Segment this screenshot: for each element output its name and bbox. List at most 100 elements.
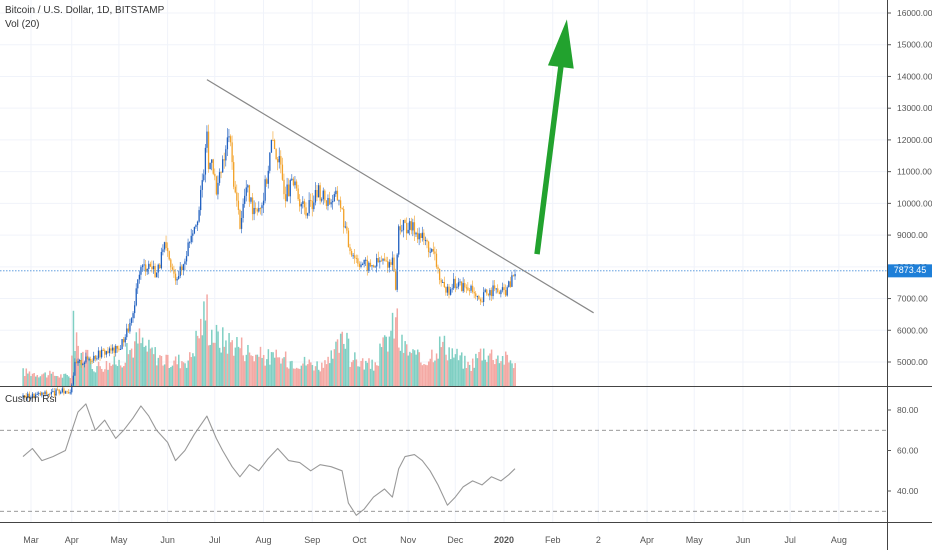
candle-body bbox=[368, 262, 370, 271]
volume-bar bbox=[231, 340, 233, 386]
volume-bar bbox=[382, 337, 384, 386]
volume-bar bbox=[475, 353, 477, 386]
candle-body bbox=[67, 392, 70, 394]
candle-body bbox=[482, 292, 485, 302]
volume-bar bbox=[195, 330, 197, 386]
volume-bar bbox=[445, 354, 447, 386]
candle-body bbox=[429, 251, 431, 253]
rsi-tick-label: 40.00 bbox=[897, 486, 919, 496]
candle-body bbox=[123, 339, 125, 343]
volume-indicator-title[interactable]: Vol (20) bbox=[5, 19, 40, 30]
candle-body bbox=[138, 274, 141, 280]
candle-body bbox=[377, 258, 379, 263]
volume-bar bbox=[374, 362, 377, 386]
volume-bar bbox=[347, 338, 350, 386]
candle-body bbox=[66, 391, 68, 393]
volume-bar bbox=[284, 351, 287, 386]
candle-body bbox=[462, 283, 464, 292]
candle-body bbox=[451, 288, 453, 290]
candle-body bbox=[317, 185, 320, 198]
candle-body bbox=[28, 393, 30, 399]
candle-body bbox=[112, 347, 114, 351]
x-tick-label: Oct bbox=[352, 535, 367, 545]
candle-body bbox=[402, 220, 405, 231]
candle-body bbox=[467, 287, 469, 291]
candle-body bbox=[198, 210, 200, 222]
candle-body bbox=[207, 131, 210, 170]
volume-bar bbox=[53, 375, 56, 386]
volume-bar bbox=[127, 354, 130, 386]
volume-bar bbox=[366, 362, 369, 386]
volume-bar bbox=[170, 367, 172, 386]
volume-bar bbox=[310, 362, 312, 386]
volume-bar bbox=[223, 346, 226, 386]
volume-bar bbox=[31, 373, 34, 386]
candle-body bbox=[361, 263, 364, 265]
candle-body bbox=[56, 389, 59, 391]
volume-bar bbox=[126, 343, 128, 386]
candle-body bbox=[94, 355, 97, 359]
volume-bar bbox=[479, 348, 482, 386]
candle-body bbox=[143, 264, 145, 266]
candle-body bbox=[222, 159, 224, 173]
volume-bar bbox=[500, 361, 502, 386]
volume-bar bbox=[449, 359, 452, 386]
candle-body bbox=[277, 159, 279, 163]
candle-body bbox=[369, 262, 372, 267]
candle-body bbox=[440, 279, 442, 283]
candle-body bbox=[313, 202, 315, 210]
candle-body bbox=[407, 229, 409, 234]
candle-body bbox=[270, 139, 273, 153]
x-tick-label: Jun bbox=[736, 535, 751, 545]
volume-bar bbox=[102, 371, 105, 386]
volume-bar bbox=[269, 364, 271, 386]
volume-bar bbox=[432, 362, 435, 386]
volume-bar bbox=[108, 362, 111, 386]
volume-bar bbox=[333, 349, 336, 386]
volume-bar bbox=[100, 368, 103, 386]
volume-bar bbox=[275, 349, 277, 386]
volume-bar bbox=[363, 369, 366, 386]
candle-body bbox=[63, 388, 65, 394]
volume-bar bbox=[162, 365, 164, 386]
x-tick-label: 2020 bbox=[494, 535, 514, 545]
candle-body bbox=[506, 287, 508, 296]
candle-body bbox=[69, 392, 71, 394]
candle-body bbox=[294, 181, 296, 186]
candle-body bbox=[36, 393, 38, 395]
volume-bar bbox=[277, 357, 279, 386]
candle-body bbox=[500, 290, 502, 295]
candle-body bbox=[256, 209, 258, 212]
candle-body bbox=[376, 258, 378, 267]
candle-body bbox=[484, 289, 486, 293]
volume-bar bbox=[146, 351, 149, 386]
candle-body bbox=[244, 195, 246, 204]
candle-body bbox=[27, 393, 29, 399]
volume-bar bbox=[193, 356, 196, 386]
candle-body bbox=[305, 207, 307, 216]
volume-bar bbox=[201, 335, 204, 386]
candle-body bbox=[173, 269, 175, 274]
candles bbox=[22, 124, 516, 402]
candle-body bbox=[372, 265, 375, 268]
volume-bar bbox=[341, 331, 344, 386]
candle-body bbox=[255, 207, 257, 210]
volume-bar bbox=[112, 364, 114, 386]
candle-body bbox=[509, 281, 512, 287]
volume-bar bbox=[66, 375, 68, 386]
volume-bar bbox=[215, 324, 218, 386]
candle-body bbox=[121, 339, 123, 349]
volume-bar bbox=[178, 354, 180, 386]
volume-bar bbox=[302, 363, 304, 386]
trendline bbox=[206, 79, 594, 314]
volume-bar bbox=[448, 347, 450, 386]
candle-body bbox=[266, 179, 268, 184]
rsi-indicator-title[interactable]: Custom Rsi bbox=[5, 394, 57, 405]
volume-bar bbox=[30, 376, 32, 386]
candle-body bbox=[209, 162, 211, 170]
candle-body bbox=[426, 240, 428, 242]
drawings[interactable] bbox=[0, 19, 887, 314]
symbol-title[interactable]: Bitcoin / U.S. Dollar, 1D, BITSTAMP bbox=[5, 5, 165, 16]
